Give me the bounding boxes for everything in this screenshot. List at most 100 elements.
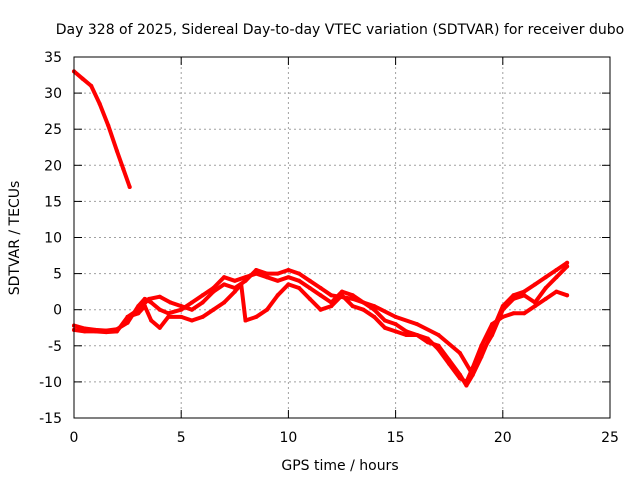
plot-frame — [73, 56, 611, 419]
grid — [74, 57, 610, 418]
y-tick-label: 30 — [44, 86, 62, 102]
data-point — [543, 286, 548, 290]
data-point — [565, 260, 570, 265]
data-point — [457, 376, 462, 381]
data-point — [464, 383, 469, 388]
x-tick-label: 25 — [601, 430, 619, 446]
data-point — [511, 296, 516, 301]
data-point — [436, 347, 441, 352]
y-tick-label: 10 — [44, 231, 62, 247]
data-point — [286, 275, 291, 280]
data-point — [166, 311, 171, 316]
y-tick-label: 5 — [53, 267, 62, 283]
chart-title: Day 328 of 2025, Sidereal Day-to-day VTE… — [56, 22, 624, 38]
data-point — [121, 166, 126, 171]
data-point — [393, 329, 398, 334]
series-line-early-segment — [72, 69, 132, 189]
data-point — [490, 333, 495, 337]
data-point — [114, 148, 119, 153]
data-point — [232, 278, 237, 283]
data-point — [318, 286, 323, 290]
data-point — [125, 320, 130, 325]
data-point — [533, 300, 537, 305]
data-point — [447, 361, 452, 366]
data-point — [275, 278, 280, 283]
data-point — [350, 304, 355, 309]
axis-ticks: 0 5 10 15 20 25 -15 -10 -5 0 5 10 15 20 25 30 35 — [39, 50, 619, 446]
y-tick-label: 25 — [44, 122, 62, 138]
data-point — [522, 293, 527, 298]
data-point — [189, 318, 194, 323]
data-point — [318, 293, 323, 298]
data-point — [286, 268, 291, 272]
data-point — [511, 311, 516, 316]
x-tick-label: 0 — [70, 430, 79, 446]
data-point — [372, 314, 377, 319]
data-point — [340, 289, 344, 294]
data-point — [179, 314, 184, 319]
data-point — [82, 329, 87, 334]
data-point — [286, 282, 291, 287]
x-tick-label: 20 — [494, 430, 512, 446]
data-point — [425, 336, 430, 341]
data-point — [382, 318, 387, 323]
data-point — [511, 293, 516, 298]
data-point — [222, 282, 227, 287]
data-point — [93, 329, 98, 334]
data-point — [464, 379, 469, 384]
x-tick-label: 15 — [387, 430, 405, 446]
y-tick-label: -10 — [39, 375, 62, 391]
data-point — [149, 318, 154, 323]
data-point — [393, 322, 398, 327]
data-point — [350, 293, 355, 298]
data-point — [468, 369, 473, 374]
data-point — [114, 329, 119, 334]
data-point — [329, 304, 334, 309]
data-point — [166, 314, 171, 319]
data-point — [265, 271, 269, 276]
data-point — [361, 307, 366, 312]
x-axis-label: GPS time / hours — [281, 458, 398, 474]
data-point — [522, 289, 527, 294]
data-point — [265, 307, 269, 312]
data-point — [232, 286, 237, 290]
data-point — [275, 293, 280, 298]
data-point — [307, 296, 312, 301]
data-point — [415, 333, 419, 337]
y-tick-label: -5 — [48, 339, 62, 355]
data-point — [307, 278, 312, 283]
y-tick-label: -15 — [39, 411, 62, 427]
data-point — [533, 304, 537, 309]
y-tick-label: 20 — [44, 158, 62, 174]
data-point — [149, 300, 154, 305]
x-tick-label: 10 — [279, 430, 297, 446]
data-point — [243, 318, 248, 323]
data-point — [479, 351, 484, 355]
data-point — [490, 322, 495, 327]
data-point — [157, 325, 162, 330]
data-point — [211, 307, 216, 312]
data-point — [254, 314, 259, 319]
data-point — [436, 333, 441, 337]
data-point — [297, 278, 302, 283]
data-point — [393, 314, 398, 319]
data-point — [147, 296, 151, 301]
data-point — [232, 289, 237, 294]
data-point — [329, 293, 334, 298]
data-point — [543, 296, 548, 301]
data-point — [404, 333, 409, 337]
data-point — [200, 300, 205, 305]
data-point — [189, 307, 194, 312]
data-point — [307, 286, 312, 290]
data-point — [318, 307, 323, 312]
data-point — [350, 296, 355, 301]
data-point — [97, 101, 102, 106]
data-series — [72, 69, 570, 388]
data-point — [157, 294, 162, 299]
data-point — [554, 289, 559, 294]
data-point — [297, 271, 302, 276]
data-point — [200, 293, 205, 298]
data-point — [89, 83, 94, 88]
data-point — [243, 278, 248, 283]
data-point — [297, 286, 302, 290]
